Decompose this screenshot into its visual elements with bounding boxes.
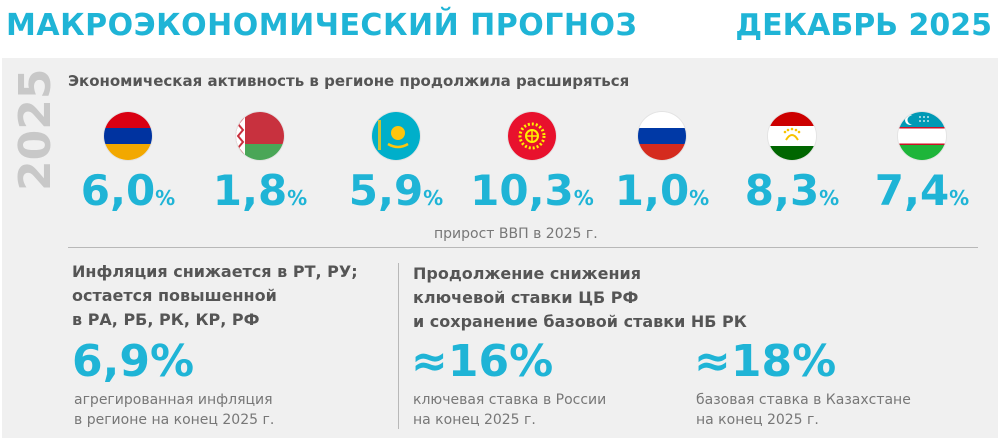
header: МАКРОЭКОНОМИЧЕСКИЙ ПРОГНОЗ ДЕКАБРЬ 2025 — [0, 0, 1000, 58]
content-panel — [2, 58, 998, 438]
country-belarus: 1,8% — [190, 112, 330, 222]
country-russia: 1,0% — [592, 112, 732, 222]
rates-heading: Продолжение снижения ключевой ставки ЦБ … — [413, 264, 747, 331]
gdp-caption: прирост ВВП в 2025 г. — [434, 226, 598, 242]
section-divider — [68, 247, 978, 248]
russia-key-rate-value: ≈16% — [411, 336, 554, 387]
uzbekistan-flag-icon — [898, 112, 946, 160]
inflation-caption: агрегированная инфляция в регионе на кон… — [74, 392, 275, 428]
kazakhstan-base-rate-caption: базовая ставка в Казахстане на конец 202… — [696, 392, 911, 428]
gdp-growth-value: 6,0% — [80, 166, 176, 215]
russia-key-rate-caption: ключевая ставка в России на конец 2025 г… — [413, 392, 607, 428]
tajikistan-flag-icon — [768, 112, 816, 160]
kazakhstan-base-rate-value: ≈18% — [694, 336, 837, 387]
gdp-growth-value: 8,3% — [744, 166, 840, 215]
country-uzbekistan: 7,4% — [852, 112, 992, 222]
russia-flag-icon — [638, 112, 686, 160]
gdp-growth-value: 1,8% — [212, 166, 308, 215]
kazakhstan-flag-icon — [372, 112, 420, 160]
column-divider — [398, 263, 399, 429]
gdp-growth-value: 7,4% — [874, 166, 970, 215]
year-label: 2025 — [10, 68, 61, 192]
gdp-growth-value: 5,9% — [348, 166, 444, 215]
inflation-heading: Инфляция снижается в РТ, РУ; остается по… — [72, 262, 358, 329]
report-date: ДЕКАБРЬ 2025 — [735, 8, 992, 43]
gdp-growth-value: 10,3% — [470, 166, 594, 215]
kyrgyzstan-flag-icon — [508, 112, 556, 160]
gdp-growth-value: 1,0% — [614, 166, 710, 215]
country-armenia: 6,0% — [58, 112, 198, 222]
page-title: МАКРОЭКОНОМИЧЕСКИЙ ПРОГНОЗ — [6, 8, 638, 43]
activity-heading: Экономическая активность в регионе продо… — [68, 72, 630, 90]
belarus-flag-icon — [236, 112, 284, 160]
country-tajikistan: 8,3% — [722, 112, 862, 222]
country-kyrgyzstan: 10,3% — [462, 112, 602, 222]
inflation-value: 6,9% — [72, 336, 195, 387]
armenia-flag-icon — [104, 112, 152, 160]
country-kazakhstan: 5,9% — [326, 112, 466, 222]
